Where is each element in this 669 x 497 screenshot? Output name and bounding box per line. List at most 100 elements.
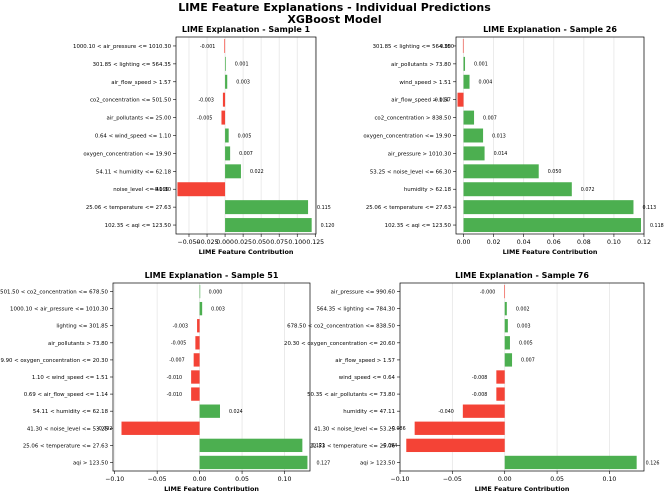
y-tick-label: 22.53 < temperature <= 25.06 (310, 443, 396, 449)
value-label: 0.014 (494, 151, 508, 157)
y-tick-label: 301.85 < lighting <= 564.35 (93, 62, 171, 68)
value-label: -0.010 (167, 392, 182, 398)
bar-10 (199, 438, 303, 453)
bar-6 (463, 128, 484, 143)
value-label: 0.050 (548, 169, 562, 175)
bar-9 (177, 182, 226, 197)
y-tick-label: noise_level <= 41.30 (113, 187, 171, 193)
x-tick-label: 0.12 (637, 239, 651, 246)
y-tick-label: air_pressure <= 990.60 (331, 290, 396, 296)
bar-2 (225, 56, 226, 71)
bar-11 (463, 218, 641, 233)
bar-5 (463, 110, 475, 125)
y-tick-label: 301.85 < lighting <= 564.35 (373, 44, 451, 50)
chart-title: LIME Explanation - Sample 51 (145, 271, 279, 280)
bar-7 (463, 146, 485, 161)
bar-7 (496, 387, 505, 401)
bar-1 (199, 284, 201, 299)
figure-title-line2: XGBoost Model (287, 13, 382, 26)
x-tick-label: 0.05 (235, 476, 249, 483)
x-tick-label: 0.00 (193, 476, 207, 483)
value-label: 0.007 (521, 358, 535, 364)
y-tick-label: 20.30 < oxygen_concentration <= 20.60 (284, 341, 396, 347)
value-label: -0.001 (200, 44, 215, 50)
bar-9 (121, 421, 200, 435)
value-label: 0.127 (316, 460, 330, 466)
y-tick-label: 501.50 < co2_concentration <= 678.50 (0, 290, 108, 296)
value-label: 0.022 (250, 169, 264, 175)
x-tick-label: 0.050 (252, 239, 270, 246)
x-tick-label: 0.125 (306, 239, 324, 246)
chart-panel-4: LIME Explanation - Sample 76 air_pressure… (284, 271, 659, 493)
value-label: -0.003 (198, 97, 213, 103)
value-label: 0.003 (211, 306, 225, 312)
chart-panel-2: LIME Explanation - Sample 26 301.85 < lig… (363, 25, 663, 256)
bar-5 (504, 353, 513, 367)
bar-3 (504, 319, 508, 333)
x-axis-label: LIME Feature Contribution (503, 248, 598, 256)
value-label: 0.002 (516, 306, 530, 312)
y-tick-label: air_flow_speed > 1.57 (335, 358, 395, 364)
y-tick-label: 54.11 < humidity <= 62.18 (96, 169, 172, 175)
bar-3 (225, 74, 228, 89)
x-axis-label: LIME Feature Contribution (475, 485, 570, 493)
chart-panel-1: LIME Explanation - Sample 1 1000.10 < air… (73, 25, 334, 256)
y-tick-label: 678.50 < co2_concentration <= 838.50 (287, 324, 395, 330)
value-label: 0.072 (581, 187, 595, 193)
value-label: -0.008 (472, 375, 487, 381)
bar-8 (225, 164, 241, 179)
value-label: 0.007 (483, 115, 497, 121)
y-tick-label: 25.06 < temperature <= 27.63 (366, 205, 451, 211)
plot-frame (175, 36, 317, 235)
bar-10 (463, 200, 634, 215)
y-tick-label: co2_concentration <= 501.50 (90, 98, 172, 104)
bar-6 (496, 370, 505, 384)
value-label: 0.126 (646, 460, 660, 466)
x-tick-label: 0.06 (547, 239, 561, 246)
bar-11 (504, 455, 637, 470)
value-label: 0.001 (235, 62, 249, 68)
y-tick-label: 41.30 < noise_level <= 53.25 (27, 426, 108, 432)
y-tick-label: 53.25 < noise_level <= 66.30 (370, 169, 452, 175)
bar-4 (457, 92, 464, 107)
value-label: 0.013 (492, 133, 506, 139)
y-tick-label: wind_speed <= 0.64 (339, 375, 396, 381)
x-tick-label: 0.00 (498, 476, 512, 483)
value-label: 0.118 (650, 223, 664, 229)
x-tick-label: −0.05 (148, 476, 167, 483)
value-label: -0.008 (472, 392, 487, 398)
y-tick-label: 0.69 < air_flow_speed <= 1.14 (24, 392, 109, 398)
value-label: -0.092 (97, 426, 112, 432)
x-tick-label: 0.05 (550, 476, 564, 483)
value-label: 0.001 (474, 62, 488, 68)
y-tick-label: aqi > 123.50 (360, 460, 396, 466)
bar-1 (504, 284, 505, 299)
value-label: 0.121 (311, 443, 325, 449)
y-tick-label: 25.06 < temperature <= 27.63 (86, 205, 171, 211)
x-tick-label: −0.025 (196, 239, 219, 246)
y-tick-label: wind_speed > 1.51 (399, 80, 451, 86)
y-tick-label: humidity > 62.18 (404, 187, 452, 193)
value-label: -0.040 (438, 409, 453, 415)
value-label: -0.066 (153, 187, 168, 193)
bar-6 (191, 370, 200, 384)
value-label: -0.005 (171, 341, 186, 347)
bar-8 (462, 404, 505, 418)
x-tick-label: 0.04 (517, 239, 531, 246)
y-tick-label: oxygen_concentration <= 19.90 (363, 134, 451, 140)
bar-4 (195, 336, 200, 350)
value-label: 0.003 (236, 80, 250, 86)
figure-title: LIME Feature Explanations - Individual P… (0, 2, 669, 26)
y-tick-label: 1000.10 < air_pressure <= 1010.30 (10, 307, 109, 313)
bar-2 (199, 301, 203, 316)
y-tick-label: air_pressure > 1010.30 (388, 151, 452, 157)
x-axis-label: LIME Feature Contribution (199, 248, 294, 256)
bar-11 (225, 218, 312, 233)
y-tick-label: 50.35 < air_pollutants <= 73.80 (307, 392, 395, 398)
bar-4 (504, 336, 510, 350)
y-tick-label: lighting <= 301.85 (56, 324, 108, 330)
bar-10 (225, 200, 309, 215)
x-tick-label: 0.10 (603, 476, 617, 483)
value-label: 0.005 (519, 341, 533, 347)
y-tick-label: 54.11 < humidity <= 62.18 (33, 409, 109, 415)
